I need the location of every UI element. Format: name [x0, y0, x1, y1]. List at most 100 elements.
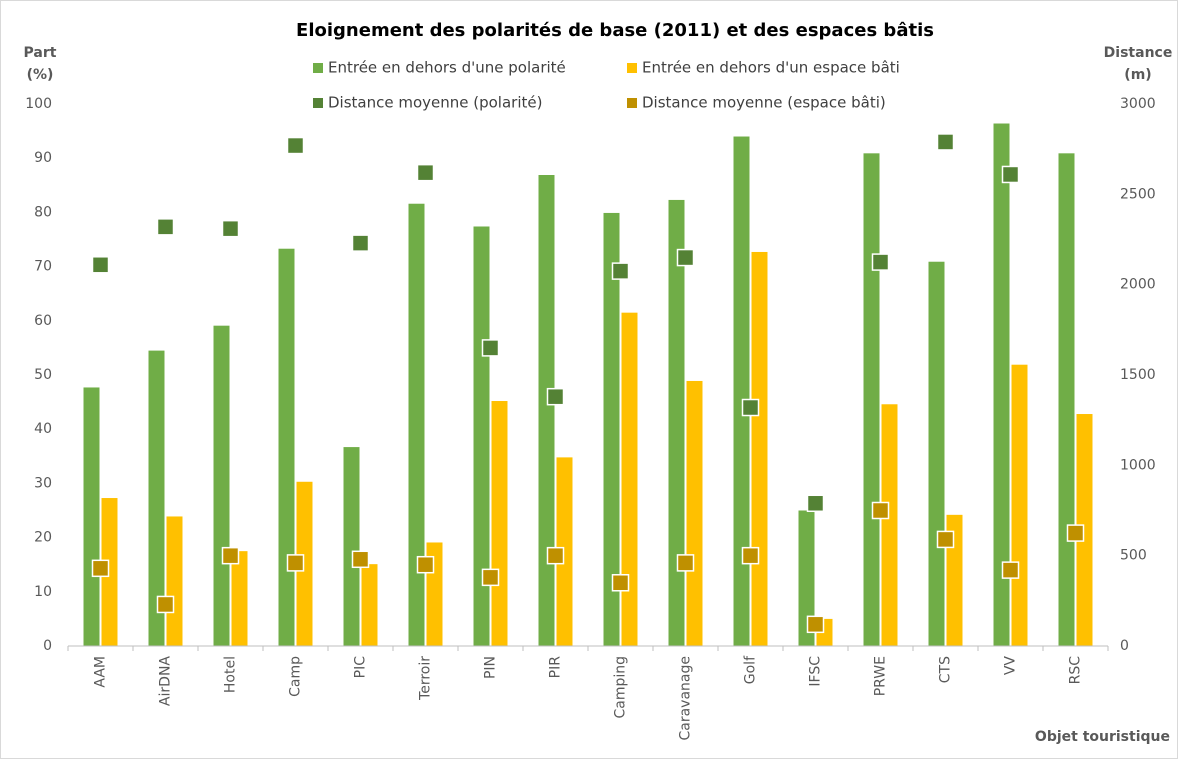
marker	[936, 133, 955, 151]
legend-label: Distance moyenne (polarité)	[328, 94, 542, 112]
x-tick-label: Terroir	[418, 656, 434, 701]
y2-tick-label: 3000	[1120, 96, 1156, 112]
marker	[611, 574, 630, 592]
x-tick-label: AAM	[93, 656, 109, 688]
marker	[1001, 561, 1020, 579]
marker	[286, 136, 305, 155]
y2-tick-label: 2500	[1120, 186, 1156, 202]
legend-label: Entrée en dehors d'une polarité	[328, 59, 566, 77]
legend-swatch	[627, 63, 637, 73]
x-tick-label: VV	[1003, 656, 1019, 676]
bar	[1076, 414, 1093, 646]
marker	[416, 555, 435, 574]
marker	[156, 218, 175, 236]
bar	[881, 404, 898, 646]
marker	[676, 248, 695, 267]
y-tick-label: 90	[34, 150, 52, 166]
y2-axis-title: Distance	[1104, 45, 1173, 61]
x-tick-label: CTS	[938, 656, 954, 683]
legend-box	[298, 50, 944, 122]
bar	[166, 516, 183, 646]
legend-label: Entrée en dehors d'un espace bâti	[642, 59, 900, 77]
y-tick-label: 100	[25, 96, 52, 112]
y-tick-label: 80	[34, 204, 52, 220]
bar	[928, 261, 945, 646]
marker	[221, 219, 240, 238]
marker	[871, 253, 890, 271]
y2-tick-label: 1500	[1120, 367, 1156, 383]
bar	[83, 387, 100, 646]
x-tick-label: AirDNA	[158, 656, 174, 706]
marker	[806, 615, 825, 634]
legend-swatch	[313, 98, 323, 108]
marker	[936, 530, 955, 549]
bar	[993, 123, 1010, 646]
y-tick-label: 0	[43, 638, 52, 654]
marker	[156, 595, 175, 614]
x-tick-label: IFSC	[808, 656, 824, 687]
marker	[741, 398, 760, 417]
x-tick-label: RSC	[1068, 656, 1084, 685]
y-tick-label: 30	[34, 475, 52, 491]
marker	[91, 559, 110, 578]
x-tick-label: PIR	[548, 656, 564, 679]
marker	[1001, 165, 1020, 184]
x-tick-label: Camping	[613, 656, 629, 719]
y2-tick-label: 0	[1120, 638, 1129, 654]
marker	[546, 387, 565, 406]
bar	[733, 136, 750, 646]
chart-title: Eloignement des polarités de base (2011)…	[296, 20, 934, 41]
marker	[481, 568, 500, 587]
legend-label: Distance moyenne (espace bâti)	[642, 94, 886, 112]
y2-axis-title: (m)	[1124, 67, 1151, 83]
bar	[296, 481, 313, 646]
marker	[416, 163, 435, 182]
marker	[676, 554, 695, 572]
bar	[556, 457, 573, 646]
y-tick-label: 20	[34, 530, 52, 546]
bar	[621, 312, 638, 646]
y-axis-title: (%)	[27, 67, 54, 83]
marker	[1066, 524, 1085, 542]
x-tick-label: Camp	[288, 656, 304, 697]
bar	[491, 401, 508, 646]
bar	[686, 380, 703, 646]
y-tick-label: 10	[34, 584, 52, 600]
marker	[806, 494, 825, 513]
bar	[603, 212, 620, 646]
bar	[213, 325, 230, 646]
bar	[538, 175, 555, 646]
marker	[91, 256, 110, 274]
y-axis-title: Part	[24, 45, 57, 61]
x-axis-title: Objet touristique	[1035, 729, 1170, 745]
bar	[473, 226, 490, 646]
bar	[1058, 153, 1075, 646]
x-tick-label: PIN	[483, 656, 499, 679]
y2-tick-label: 2000	[1120, 277, 1156, 293]
bar	[278, 248, 295, 647]
bar	[343, 447, 360, 646]
bar	[231, 551, 248, 646]
y-tick-label: 60	[34, 313, 52, 329]
bar	[798, 510, 815, 646]
marker	[351, 234, 370, 252]
marker	[481, 339, 500, 357]
marker	[871, 501, 890, 520]
marker	[611, 262, 630, 280]
y2-tick-label: 1000	[1120, 457, 1156, 473]
marker	[546, 546, 565, 565]
bar	[1011, 364, 1028, 646]
bar	[361, 564, 378, 646]
marker	[741, 546, 760, 565]
legend-swatch	[627, 98, 637, 108]
y2-tick-label: 500	[1120, 548, 1147, 564]
x-tick-label: Hotel	[223, 656, 239, 693]
marker	[351, 550, 370, 569]
bar	[668, 199, 685, 646]
x-tick-label: PIC	[353, 656, 369, 679]
bar	[148, 350, 165, 646]
bar	[408, 203, 425, 646]
x-tick-label: PRWE	[873, 656, 889, 696]
marker	[286, 554, 305, 572]
